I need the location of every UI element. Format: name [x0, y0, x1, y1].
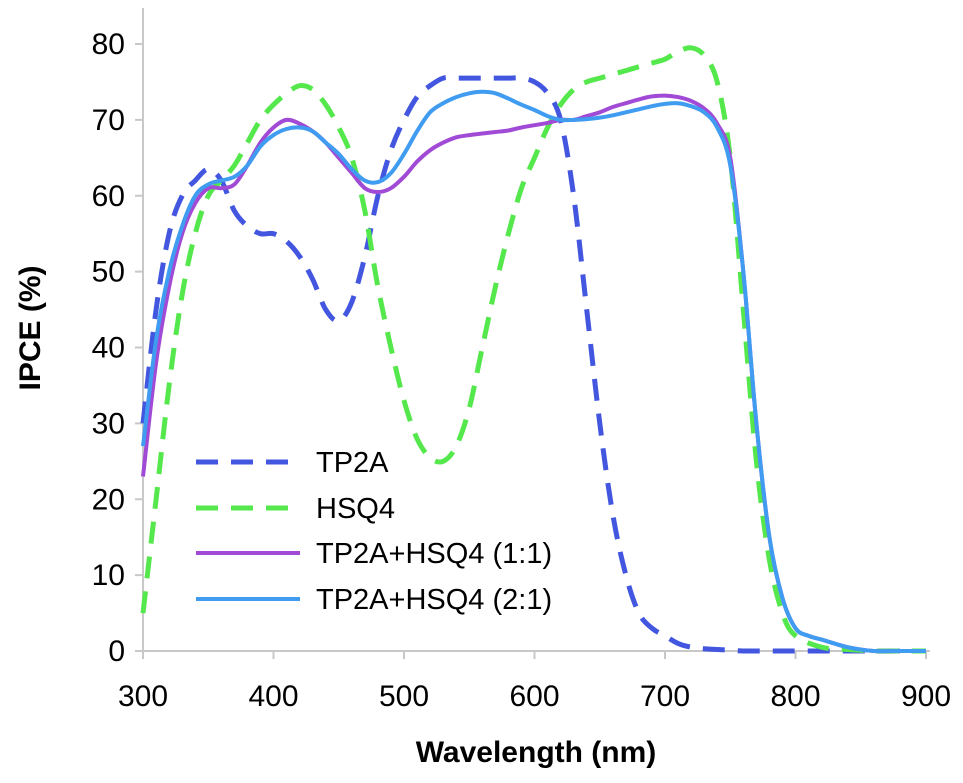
y-tick-label: 30 — [92, 407, 125, 440]
series-line-tp2a-hsq4-2-1 — [141, 89, 926, 654]
y-tick-label: 60 — [92, 180, 125, 213]
x-tick-label: 700 — [640, 680, 690, 713]
y-axis-ticks: 0 10 20 30 40 50 60 70 80 — [92, 28, 143, 668]
series-line-tp2a — [140, 75, 926, 654]
x-tick-label: 400 — [248, 680, 298, 713]
x-tick-label: 900 — [901, 680, 951, 713]
x-tick-label: 800 — [770, 680, 820, 713]
legend-label-tp2a-hsq4-2-1: TP2A+HSQ4 (2:1) — [316, 584, 552, 616]
y-tick-label: 50 — [92, 256, 125, 289]
x-axis-title: Wavelength (nm) — [416, 736, 657, 769]
x-tick-label: 300 — [118, 680, 168, 713]
x-axis-ticks: 300 400 500 600 700 800 900 — [118, 651, 951, 713]
legend-label-tp2a-hsq4-1-1: TP2A+HSQ4 (1:1) — [316, 538, 552, 570]
x-tick-label: 600 — [509, 680, 559, 713]
legend: TP2A HSQ4 TP2A+HSQ4 (1:1) TP2A+HSQ4 (2:1) — [196, 447, 552, 616]
y-tick-label: 20 — [92, 483, 125, 516]
y-tick-label: 10 — [92, 559, 125, 592]
x-tick-label: 500 — [379, 680, 429, 713]
series-line-hsq4 — [140, 45, 926, 654]
y-axis-title: IPCE (%) — [14, 265, 47, 390]
y-tick-label: 80 — [92, 28, 125, 61]
legend-label-hsq4: HSQ4 — [316, 493, 395, 525]
y-tick-label: 0 — [108, 635, 125, 668]
y-tick-label: 70 — [92, 104, 125, 137]
series-lines — [140, 45, 926, 654]
y-tick-label: 40 — [92, 332, 125, 365]
legend-label-tp2a: TP2A — [316, 447, 389, 479]
